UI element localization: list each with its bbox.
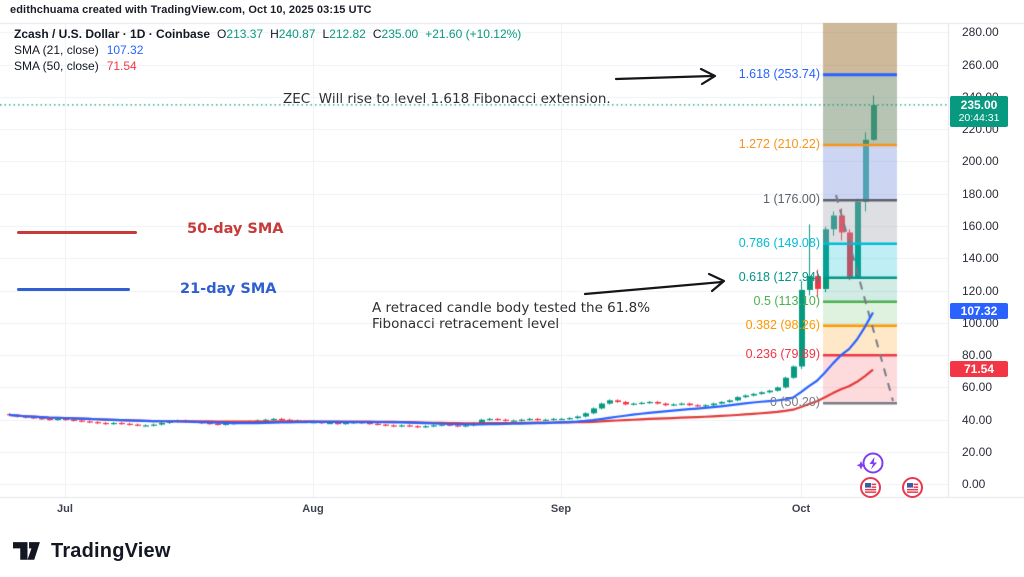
price-axis-label: 40.00 xyxy=(962,412,993,427)
arrow-icon[interactable] xyxy=(612,66,724,90)
tradingview-logo-icon xyxy=(13,542,40,560)
time-axis-label: Sep xyxy=(550,503,572,515)
price-axis-label: 140.00 xyxy=(962,251,999,266)
fib-level-label-0.236[interactable]: 0.236 (79.89) xyxy=(745,347,820,362)
sma21-price-badge: 107.32 xyxy=(950,303,1008,319)
price-axis-label: 200.00 xyxy=(962,154,999,169)
sma50-key-line[interactable] xyxy=(17,231,137,234)
high-label: H xyxy=(270,27,279,41)
price-axis-label: 100.00 xyxy=(962,315,999,330)
price-axis-label: 20.00 xyxy=(962,445,993,460)
lightning-event-icon[interactable] xyxy=(855,450,887,478)
text-annotation-fib-extension[interactable]: ZEC Will rise to level 1.618 Fibonacci e… xyxy=(283,91,611,107)
sma50-price-badge: 71.54 xyxy=(950,361,1008,377)
price-axis-label: 80.00 xyxy=(962,348,993,363)
sma21-key-line[interactable] xyxy=(17,288,130,291)
tradingview-logo-text: TradingView xyxy=(51,540,171,562)
sma21-text-label[interactable]: 21-day SMA xyxy=(180,281,277,297)
fib-level-label-1[interactable]: 1 (176.00) xyxy=(763,192,820,207)
fib-level-label-0.382[interactable]: 0.382 (98.26) xyxy=(745,317,820,332)
last-price-badge: 235.00 20:44:31 xyxy=(950,96,1008,127)
fib-level-label-1.618[interactable]: 1.618 (253.74) xyxy=(738,66,820,81)
tradingview-logo[interactable]: TradingView xyxy=(13,540,171,563)
price-axis-label: 180.00 xyxy=(962,186,999,201)
time-axis-label: Oct xyxy=(791,503,811,515)
sma21-value: 107.32 xyxy=(106,43,144,57)
sma21-label: SMA (21, close) xyxy=(14,43,99,57)
price-axis-label: 280.00 xyxy=(962,25,999,40)
sma50-value: 71.54 xyxy=(106,59,137,73)
price-axis-label: 160.00 xyxy=(962,219,999,234)
us-event-icon[interactable] xyxy=(901,476,924,499)
price-axis-label: 120.00 xyxy=(962,283,999,298)
open-value: 213.37 xyxy=(226,27,264,41)
fib-level-label-1.272[interactable]: 1.272 (210.22) xyxy=(738,136,820,151)
high-value: 240.87 xyxy=(278,27,316,41)
chart-legend: Zcash / U.S. Dollar · 1D · Coinbase O213.… xyxy=(14,27,521,75)
last-price-value: 235.00 xyxy=(960,98,998,112)
low-value: 212.82 xyxy=(329,27,366,41)
time-axis-label: Aug xyxy=(302,503,324,515)
close-value: 235.00 xyxy=(381,27,419,41)
fib-level-label-0.786[interactable]: 0.786 (149.08) xyxy=(738,235,820,250)
symbol-title: Zcash / U.S. Dollar · 1D · Coinbase xyxy=(14,27,211,41)
close-label: C xyxy=(372,27,382,41)
low-label: L xyxy=(322,27,330,41)
legend-symbol-row[interactable]: Zcash / U.S. Dollar · 1D · Coinbase O213.… xyxy=(14,27,521,42)
us-event-icon[interactable] xyxy=(859,476,882,499)
sma50-label: SMA (50, close) xyxy=(14,59,99,73)
legend-sma21-row[interactable]: SMA (21, close) 107.32 xyxy=(14,43,521,58)
text-annotation-retrace[interactable]: A retraced candle body tested the 61.8% … xyxy=(372,300,651,332)
fib-level-label-0[interactable]: 0 (50.20) xyxy=(769,395,820,410)
time-axis-label: Jul xyxy=(57,503,73,515)
fib-level-label-0.5[interactable]: 0.5 (113.10) xyxy=(753,293,820,308)
fib-level-label-0.618[interactable]: 0.618 (127.94) xyxy=(738,269,820,284)
legend-sma50-row[interactable]: SMA (50, close) 71.54 xyxy=(14,59,521,74)
open-label: O xyxy=(217,27,227,41)
sma50-text-label[interactable]: 50-day SMA xyxy=(187,221,284,237)
header-credit: edithchuama created with TradingView.com… xyxy=(10,4,372,16)
price-axis-label: 260.00 xyxy=(962,57,999,72)
change-value: +21.60 (+10.12%) xyxy=(425,27,522,41)
price-axis-label: 60.00 xyxy=(962,380,993,395)
arrow-icon[interactable] xyxy=(580,271,730,301)
price-axis-label: 0.00 xyxy=(962,477,986,492)
bar-countdown: 20:44:31 xyxy=(958,112,1000,124)
